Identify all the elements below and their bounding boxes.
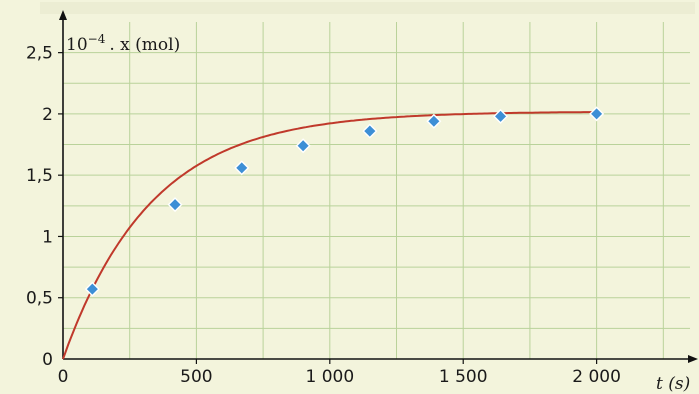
grid xyxy=(63,22,690,359)
y-tick-label: 0,5 xyxy=(26,289,53,309)
data-points xyxy=(84,106,605,297)
x-tick-label: 1 500 xyxy=(439,367,488,387)
y-axis-label: 10−4. x (mol) xyxy=(66,32,180,55)
data-point xyxy=(362,123,378,139)
fit-curve xyxy=(62,111,597,360)
data-point xyxy=(167,197,183,213)
data-point xyxy=(589,106,605,122)
x-axis-label: t (s) xyxy=(656,374,690,394)
x-axis-arrow xyxy=(688,355,698,363)
x-tick-label: 0 xyxy=(58,367,69,387)
data-point xyxy=(84,281,100,297)
x-tick-label: 2 000 xyxy=(572,367,621,387)
background-text-band xyxy=(40,2,695,14)
data-point xyxy=(295,138,311,154)
y-axis-arrow xyxy=(59,10,67,20)
x-tick-label: 500 xyxy=(180,367,212,387)
axes xyxy=(58,10,698,364)
fit-curve-line xyxy=(62,111,597,360)
origin-label: 0 xyxy=(42,350,53,370)
data-point xyxy=(493,108,509,124)
data-point xyxy=(426,113,442,129)
y-tick-label: 2,5 xyxy=(26,44,53,64)
y-tick-label: 1,5 xyxy=(26,166,53,186)
y-tick-label: 2 xyxy=(42,105,53,125)
y-tick-label: 1 xyxy=(42,227,53,247)
x-tick-label: 1 000 xyxy=(305,367,354,387)
data-point xyxy=(234,160,250,176)
tick-labels: 0 500 1 000 1 500 2 000 0,5 1 1,5 2 2,5 0 xyxy=(26,44,621,387)
